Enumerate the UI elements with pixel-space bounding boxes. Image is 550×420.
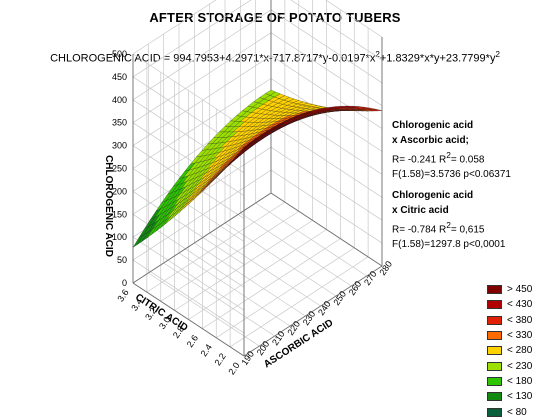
y-tick-label: 2.6: [185, 333, 200, 349]
legend-item: < 430: [487, 297, 532, 312]
legend-item: < 230: [487, 358, 532, 373]
y-tick-label: 2.4: [199, 342, 214, 358]
z-tick-label: 500: [112, 49, 127, 59]
y-tick-label: 2.2: [212, 351, 227, 367]
z-tick-label: 300: [112, 141, 127, 151]
legend-swatch: [487, 346, 502, 355]
legend-swatch: [487, 408, 502, 417]
legend-label: < 280: [507, 345, 532, 356]
legend-item: < 180: [487, 374, 532, 389]
y-tick-label: 3.6: [115, 288, 130, 304]
legend-label: < 230: [507, 361, 532, 372]
legend-swatch: [487, 362, 502, 371]
stats-citric-head1: Chlorogenic acid: [392, 188, 505, 203]
z-tick-label: 400: [112, 95, 127, 105]
axis-line: [133, 193, 271, 283]
legend-swatch: [487, 377, 502, 386]
z-tick-label: 450: [112, 72, 127, 82]
legend-swatch: [487, 300, 502, 309]
legend-label: > 450: [507, 284, 532, 295]
legend-item: < 380: [487, 313, 532, 328]
z-axis-title: CHLOROGENIC ACID: [103, 155, 114, 257]
legend-item: < 330: [487, 328, 532, 343]
legend-label: < 80: [507, 407, 527, 418]
stats-citric-head2: x Citric acid: [392, 203, 505, 218]
z-tick-label: 50: [117, 255, 127, 265]
legend-item: < 130: [487, 389, 532, 404]
grid-line: [133, 0, 271, 77]
legend-item: > 450: [487, 282, 532, 297]
grid-line: [133, 10, 271, 100]
stats-citric-r: R= -0.784 R2= 0,615: [392, 218, 505, 237]
stats-citric-f: F(1.58)=1297.8 p<0,0001: [392, 237, 505, 252]
legend-label: < 380: [507, 315, 532, 326]
stats-ascorbic-f: F(1.58)=3.5736 p<0.06371: [392, 167, 511, 182]
stats-ascorbic-r: R= -0.241 R2= 0.058: [392, 148, 511, 167]
legend-item: < 280: [487, 343, 532, 358]
legend-swatch: [487, 331, 502, 340]
z-tick-label: 350: [112, 118, 127, 128]
y-tick-label: 2.0: [226, 361, 241, 377]
stats-ascorbic: Chlorogenic acid x Ascorbic acid; R= -0.…: [392, 118, 511, 182]
z-tick-label: 0: [122, 278, 127, 288]
grid-line: [230, 257, 368, 347]
x-tick-label: 280: [377, 259, 394, 277]
legend-swatch: [487, 316, 502, 325]
legend-item: < 80: [487, 404, 532, 419]
stats-ascorbic-head2: x Ascorbic acid;: [392, 133, 511, 148]
legend-label: < 180: [507, 376, 532, 387]
stats-ascorbic-head1: Chlorogenic acid: [392, 118, 511, 133]
color-legend: > 450 < 430 < 380 < 330 < 280 < 230 < 180 < 130…: [487, 282, 532, 420]
stats-citric: Chlorogenic acid x Citric acid R= -0.784…: [392, 188, 505, 252]
legend-label: < 130: [507, 391, 532, 402]
legend-swatch: [487, 285, 502, 294]
legend-label: < 430: [507, 299, 532, 310]
legend-swatch: [487, 392, 502, 401]
grid-line: [161, 211, 299, 301]
grid-line: [189, 230, 327, 320]
legend-label: < 330: [507, 330, 532, 341]
